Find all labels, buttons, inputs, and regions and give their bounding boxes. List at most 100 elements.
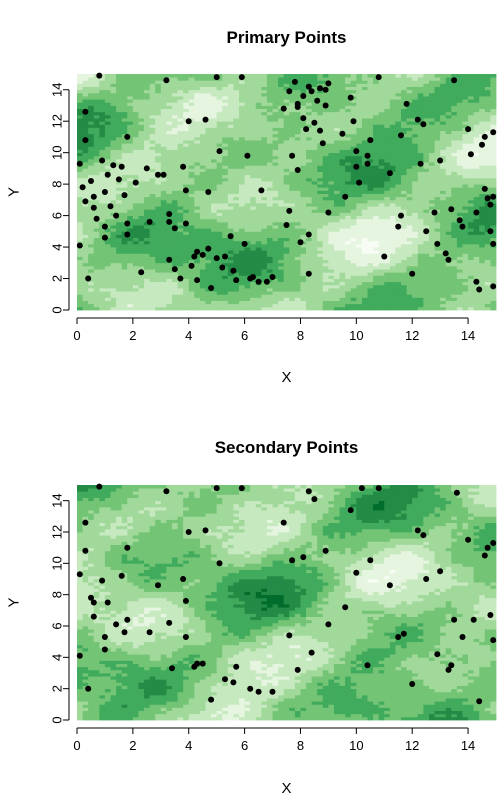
raster-cell [121,225,128,229]
raster-cell [205,256,212,261]
raster-cell [423,108,430,113]
raster-cell [395,272,402,276]
raster-cell [171,77,178,81]
raster-cell [434,291,441,295]
raster-cell [378,218,385,223]
raster-cell [328,218,335,223]
raster-cell [361,165,368,169]
raster-cell [373,190,380,194]
raster-cell [149,140,156,144]
raster-cell [389,253,396,257]
raster-cell [194,149,201,154]
raster-cell [322,203,329,207]
raster-cell [378,105,385,110]
raster-cell [373,256,380,261]
raster-cell [350,133,357,138]
raster-cell [194,272,201,276]
raster-cell [361,240,368,245]
raster-cell [278,152,285,157]
raster-cell [188,291,195,295]
raster-cell [384,256,391,261]
raster-cell [166,262,173,267]
raster-cell [116,253,123,257]
raster-cell [127,118,134,122]
raster-cell [211,231,218,235]
raster-cell [261,74,268,78]
raster-cell [255,121,262,125]
raster-cell [278,130,285,135]
raster-cell [333,143,340,147]
raster-cell [445,165,452,169]
raster-cell [333,89,340,94]
raster-cell [88,203,95,207]
raster-cell [428,74,435,78]
raster-cell [378,162,385,166]
raster-cell [194,253,201,257]
raster-cell [361,247,368,251]
raster-cell [434,300,441,305]
raster-cell [99,300,106,305]
raster-cell [428,111,435,116]
raster-cell [317,158,324,163]
raster-cell [373,221,380,226]
raster-cell [205,278,212,283]
raster-cell [322,83,329,87]
raster-cell [406,206,413,210]
raster-cell [322,184,329,188]
raster-cell [216,269,223,273]
raster-cell [294,225,301,229]
raster-cell [322,124,329,128]
raster-cell [445,228,452,232]
raster-cell [361,297,368,301]
raster-cell [144,127,151,132]
raster-cell [183,140,190,144]
raster-cell [417,171,424,176]
raster-cell [317,269,324,273]
raster-cell [384,187,391,191]
raster-cell [272,234,279,239]
raster-cell [121,247,128,251]
raster-cell [333,278,340,283]
raster-cell [339,275,346,279]
raster-cell [222,80,229,84]
raster-cell [199,259,206,264]
raster-cell [166,114,173,119]
raster-cell [389,158,396,163]
raster-cell [233,250,240,254]
raster-cell [244,237,251,242]
raster-cell [82,203,89,207]
raster-cell [77,83,83,87]
raster-cell [216,74,223,78]
raster-cell [434,221,441,226]
raster-cell [412,121,419,125]
raster-cell [222,247,229,251]
raster-cell [244,294,251,298]
raster-cell [311,287,318,292]
raster-cell [333,265,340,270]
raster-cell [317,278,324,283]
raster-cell [434,146,441,150]
raster-cell [144,278,151,283]
raster-cell [294,291,301,295]
raster-cell [116,86,123,91]
raster-cell [367,146,374,150]
raster-cell [222,99,229,103]
raster-cell [227,206,234,210]
raster-cell [222,269,229,273]
raster-cell [423,80,430,84]
raster-cell [322,256,329,261]
raster-cell [434,165,441,169]
raster-cell [350,77,357,81]
raster-cell [367,212,374,216]
raster-cell [127,193,134,198]
raster-cell [283,212,290,216]
raster-cell [116,118,123,122]
raster-cell [138,162,145,166]
raster-cell [110,300,117,305]
raster-cell [244,158,251,163]
raster-cell [183,162,190,166]
raster-cell [311,190,318,194]
raster-cell [283,297,290,301]
raster-cell [283,284,290,289]
raster-cell [227,203,234,207]
